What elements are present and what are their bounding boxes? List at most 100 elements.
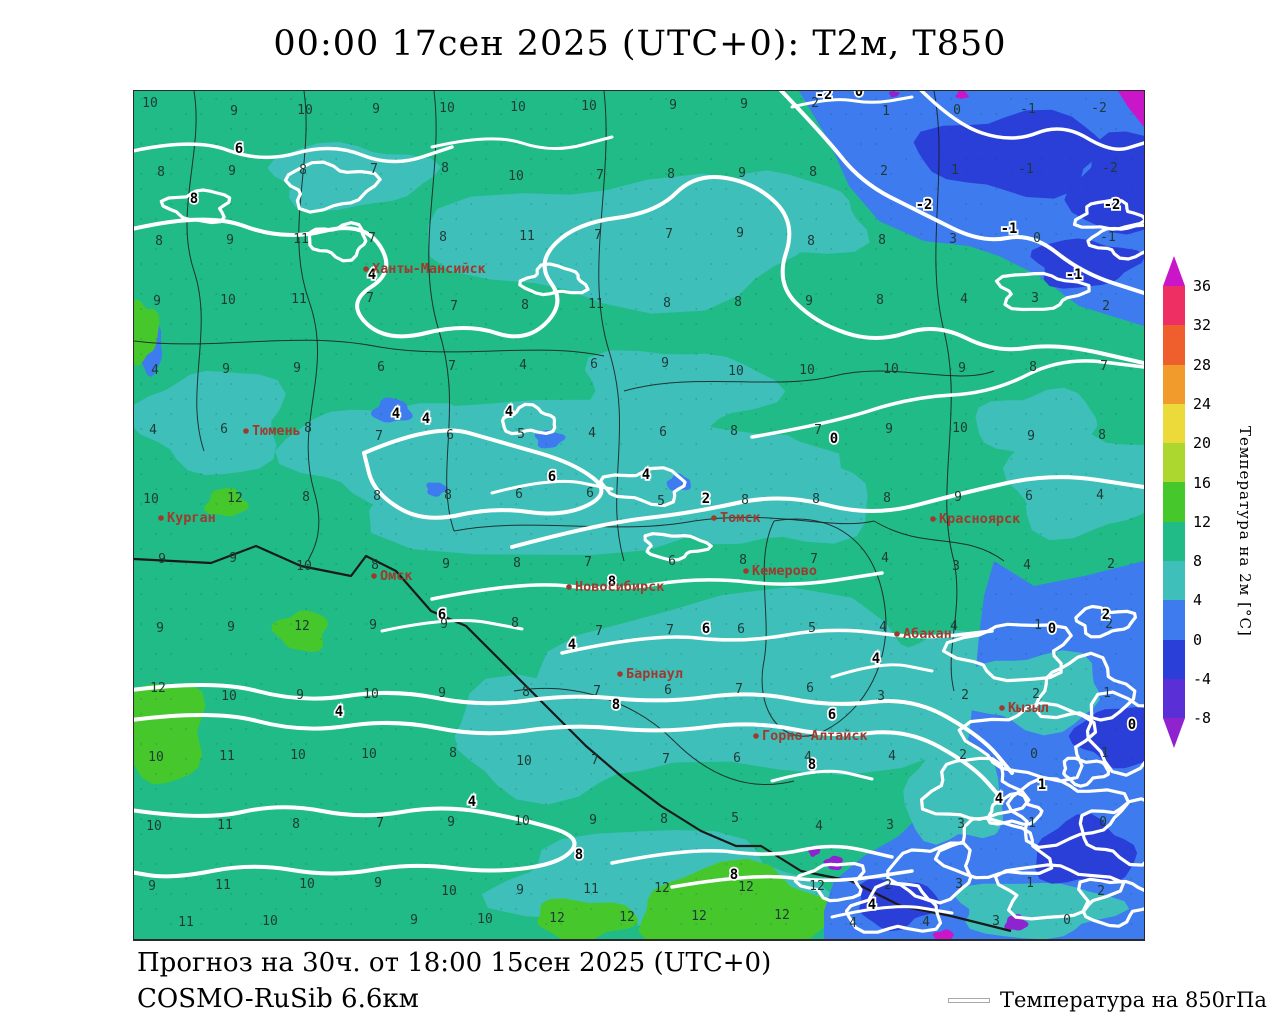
station-value: 4	[151, 363, 159, 378]
city-markers: Ханты-Мансийск Тюмень Курган Омск Новосибирс…	[158, 261, 1049, 744]
t850-contour-line	[380, 619, 524, 633]
colorbar-segment	[1163, 561, 1185, 601]
station-value: 8	[513, 556, 521, 571]
t850-contour-line	[134, 175, 1144, 365]
field-blob	[271, 610, 328, 653]
admin-border	[298, 91, 320, 562]
station-value: 10	[508, 169, 524, 184]
station-value: 12	[774, 908, 790, 923]
station-value: 10	[361, 747, 377, 762]
contour-label: 8	[808, 757, 816, 773]
colorbar-segment	[1163, 364, 1185, 404]
station-value: 6	[377, 360, 385, 375]
station-value: 8	[299, 163, 307, 178]
station-value: 6	[668, 554, 676, 569]
colorbar-tick: 0	[1193, 630, 1203, 649]
t850-contour-loop	[1085, 690, 1144, 777]
t850-contour-line	[919, 91, 1144, 151]
t850-contour-loop	[1077, 877, 1144, 928]
admin-border	[623, 370, 995, 392]
colorbar-tick: -8	[1193, 709, 1212, 728]
field-blob	[134, 370, 286, 475]
contour-label: 2	[702, 491, 710, 507]
station-value: 9	[736, 226, 744, 241]
field-blob	[1064, 131, 1144, 235]
city-dot	[363, 266, 369, 272]
station-value: 10	[290, 748, 306, 763]
station-value: 7	[450, 299, 458, 314]
station-value: 8	[292, 817, 300, 832]
t850-contour-line	[134, 713, 1004, 801]
station-value: 9	[440, 617, 448, 632]
station-value: 7	[366, 291, 374, 306]
contour-label: 4	[468, 794, 476, 810]
station-value: 6	[737, 622, 745, 637]
station-value: 9	[740, 97, 748, 112]
station-value: 9	[293, 361, 301, 376]
t850-contour-line	[510, 475, 1144, 549]
station-value: 3	[957, 817, 965, 832]
t850-contour-line	[134, 142, 454, 164]
station-value: 0	[953, 103, 961, 118]
station-value: 8	[734, 295, 742, 310]
station-value: 6	[446, 428, 454, 443]
admin-border	[933, 91, 958, 692]
city-label: Красноярск	[939, 511, 1020, 527]
city-dot	[930, 516, 936, 522]
city-label: Новосибирск	[575, 579, 664, 595]
station-value: 8	[667, 167, 675, 182]
city-label: Барнаул	[626, 666, 683, 682]
field-blob	[932, 929, 954, 939]
contour-label: 0	[830, 431, 838, 447]
station-value: 5	[517, 427, 525, 442]
contour-label: 8	[612, 697, 620, 713]
colorbar-segment	[1163, 286, 1185, 326]
station-value: 6	[733, 751, 741, 766]
t850-contour-loop	[500, 402, 557, 436]
station-value: 8	[739, 553, 747, 568]
station-value: 12	[294, 619, 310, 634]
t850-contour-loop	[1062, 756, 1110, 788]
corner-extreme-patch	[1118, 91, 1144, 127]
city-dot	[243, 428, 249, 434]
admin-border	[453, 516, 875, 532]
station-value: 10	[514, 814, 530, 829]
t850-contour-loop	[1086, 223, 1144, 261]
t850-contour-loop	[793, 861, 866, 903]
station-value: 6	[586, 486, 594, 501]
admin-border	[873, 520, 1005, 562]
station-value: 9	[661, 356, 669, 371]
station-value: 0	[1030, 747, 1038, 762]
contour-label: 4	[505, 404, 513, 420]
contour-label: 4	[868, 897, 876, 913]
field-blob	[955, 91, 969, 99]
station-value: 8	[373, 489, 381, 504]
station-value: 8	[441, 161, 449, 176]
station-value: 10	[262, 914, 278, 929]
station-value: 6	[664, 683, 672, 698]
station-value: -1	[1100, 230, 1116, 245]
city-dot	[999, 705, 1005, 711]
field-blob	[204, 487, 249, 517]
field-blob	[903, 724, 1004, 845]
colorbar-tick: 36	[1193, 277, 1212, 295]
station-value: 1	[1034, 618, 1042, 633]
t850-contour-line	[430, 135, 614, 150]
field-blob	[537, 898, 638, 939]
station-value: 8	[812, 492, 820, 507]
colorbar-segment	[1163, 639, 1185, 679]
station-value: 4	[960, 292, 968, 307]
station-value: 7	[448, 359, 456, 374]
station-value: -2	[1091, 101, 1107, 116]
station-value: 7	[595, 624, 603, 639]
station-value: 8	[883, 491, 891, 506]
field-blob	[454, 674, 685, 805]
city-dot	[617, 671, 623, 677]
station-value: 10	[510, 100, 526, 115]
station-value: 5	[731, 811, 739, 826]
contour-label: -2	[816, 91, 833, 103]
station-value: 10	[952, 421, 968, 436]
city-label: Кемерово	[752, 563, 817, 579]
city-label: Томск	[720, 510, 761, 526]
contour-label: 6	[548, 469, 556, 485]
